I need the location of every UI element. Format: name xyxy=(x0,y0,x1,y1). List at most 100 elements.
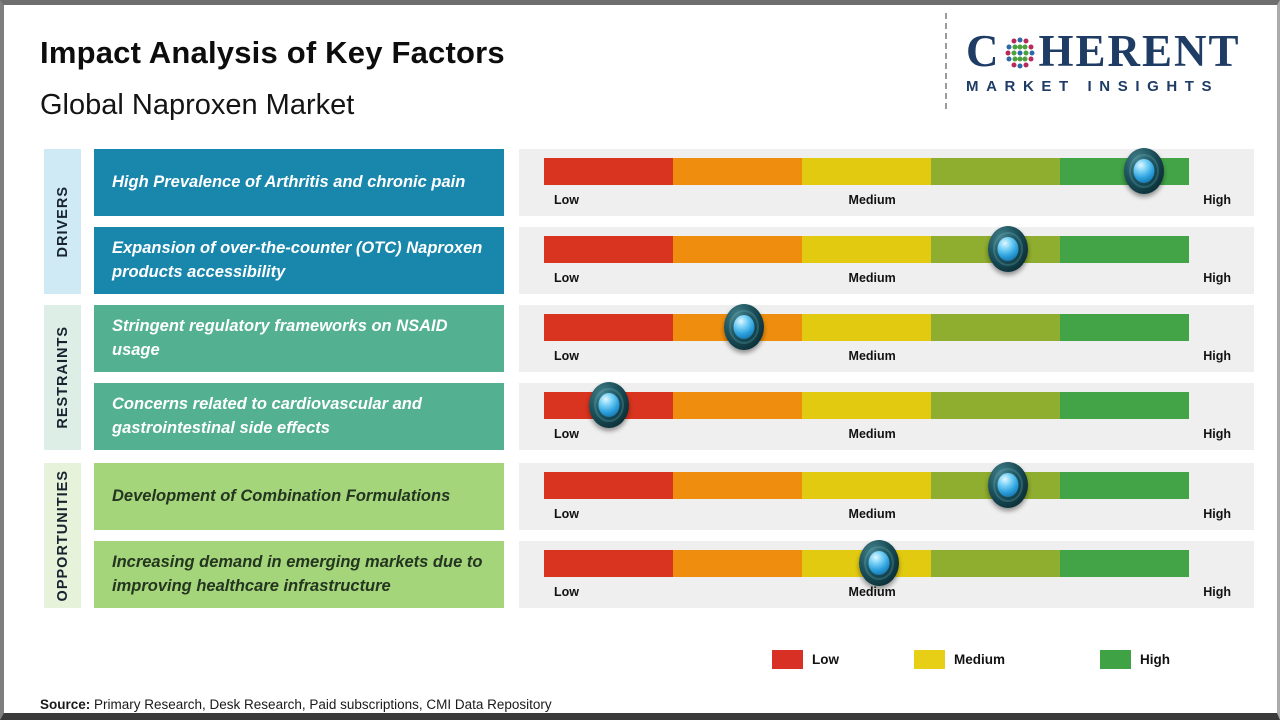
factor-text: Expansion of over-the-counter (OTC) Napr… xyxy=(112,239,483,281)
scale-segment-red xyxy=(544,158,673,185)
scale-segment-olive xyxy=(931,158,1060,185)
scale-segment-olive xyxy=(931,392,1060,419)
scale-segment-green xyxy=(1060,392,1189,419)
factor-text-box: High Prevalence of Arthritis and chronic… xyxy=(94,149,504,216)
globe-dots-icon xyxy=(1005,37,1034,68)
scale-segment-orange xyxy=(673,550,802,577)
impact-scale-panel: Low Medium High xyxy=(519,304,1254,372)
impact-marker-core xyxy=(1133,159,1155,183)
scale-label-medium: Medium xyxy=(848,193,896,207)
scale-segment-green xyxy=(1060,314,1189,341)
scale-segment-orange xyxy=(673,158,802,185)
scale-label-high: High xyxy=(1203,427,1231,441)
factor-row: Stringent regulatory frameworks on NSAID… xyxy=(4,304,1277,372)
scale-label-high: High xyxy=(1203,193,1231,207)
source-line: Source: Primary Research, Desk Research,… xyxy=(40,697,552,712)
scale-label-low: Low xyxy=(554,349,579,363)
factor-text: Increasing demand in emerging markets du… xyxy=(112,553,483,595)
scale-segment-olive xyxy=(931,550,1060,577)
scale-segment-yellow xyxy=(802,158,931,185)
scale-label-high: High xyxy=(1203,349,1231,363)
impact-scale-panel: Low Medium High xyxy=(519,462,1254,530)
impact-scale-bar xyxy=(544,304,1189,350)
category-strip-drivers: DRIVERS xyxy=(44,149,81,294)
logo-letters-rest: HERENT xyxy=(1038,26,1241,76)
legend-swatch-low xyxy=(772,650,803,669)
impact-scale-bar xyxy=(544,462,1189,508)
scale-label-medium: Medium xyxy=(848,585,896,599)
scale-segment-orange xyxy=(673,392,802,419)
scale-label-medium: Medium xyxy=(848,349,896,363)
impact-marker-core xyxy=(997,237,1019,261)
source-label: Source: xyxy=(40,697,91,712)
logo-divider xyxy=(945,13,947,109)
scale-label-low: Low xyxy=(554,507,579,521)
scale-label-low: Low xyxy=(554,193,579,207)
impact-marker xyxy=(1123,148,1164,194)
scale-labels: Low Medium High xyxy=(544,193,1231,210)
impact-scale-panel: Low Medium High xyxy=(519,226,1254,294)
scale-segment-green xyxy=(1060,472,1189,499)
factor-row: High Prevalence of Arthritis and chronic… xyxy=(4,148,1277,216)
scale-segment-red xyxy=(544,314,673,341)
scale-labels: Low Medium High xyxy=(544,507,1231,524)
scale-label-high: High xyxy=(1203,507,1231,521)
scale-segment-orange xyxy=(673,236,802,263)
factor-row: Concerns related to cardiovascular and g… xyxy=(4,382,1277,450)
impact-marker xyxy=(988,462,1029,508)
page-subtitle: Global Naproxen Market xyxy=(40,89,355,121)
scale-label-medium: Medium xyxy=(848,271,896,285)
logo-tagline: MARKET INSIGHTS xyxy=(966,78,1220,95)
impact-marker xyxy=(723,304,764,350)
impact-marker-core xyxy=(997,473,1019,497)
factor-text-box: Expansion of over-the-counter (OTC) Napr… xyxy=(94,227,504,294)
factor-text-box: Concerns related to cardiovascular and g… xyxy=(94,383,504,450)
impact-marker-core xyxy=(598,393,619,417)
page-title: Impact Analysis of Key Factors xyxy=(40,35,505,70)
factor-text: Stringent regulatory frameworks on NSAID… xyxy=(112,317,448,359)
factor-text-box: Development of Combination Formulations xyxy=(94,463,504,530)
factor-text-box: Increasing demand in emerging markets du… xyxy=(94,541,504,608)
impact-marker xyxy=(588,382,629,428)
impact-scale-panel: Low Medium High xyxy=(519,540,1254,608)
factor-row: Development of Combination Formulations … xyxy=(4,462,1277,530)
legend-swatch-medium xyxy=(914,650,945,669)
impact-marker-core xyxy=(733,315,755,339)
impact-scale-panel: Low Medium High xyxy=(519,382,1254,450)
scale-label-low: Low xyxy=(554,585,579,599)
scale-labels: Low Medium High xyxy=(544,271,1231,288)
legend-item-high: High xyxy=(1100,650,1170,669)
scale-segment-orange xyxy=(673,472,802,499)
legend-swatch-high xyxy=(1100,650,1131,669)
company-logo: C HERENT MARKET INSIGHTS xyxy=(966,29,1262,96)
scale-labels: Low Medium High xyxy=(544,427,1231,444)
scale-label-high: High xyxy=(1203,271,1231,285)
scale-label-low: Low xyxy=(554,271,579,285)
impact-marker xyxy=(859,540,900,586)
scale-segment-yellow xyxy=(802,392,931,419)
scale-label-medium: Medium xyxy=(848,427,896,441)
scale-labels: Low Medium High xyxy=(544,585,1231,602)
factor-text: High Prevalence of Arthritis and chronic… xyxy=(112,172,466,191)
logo-wordmark: C HERENT xyxy=(966,29,1262,74)
legend-item-medium: Medium xyxy=(914,650,1005,669)
scale-label-medium: Medium xyxy=(848,507,896,521)
impact-scale-bar xyxy=(544,540,1189,586)
category-strip-restraints: RESTRAINTS xyxy=(44,305,81,450)
legend-label-low: Low xyxy=(812,652,839,667)
category-strip-opportunities: OPPORTUNITIES xyxy=(44,463,81,608)
factor-text-box: Stringent regulatory frameworks on NSAID… xyxy=(94,305,504,372)
scale-label-low: Low xyxy=(554,427,579,441)
scale-label-high: High xyxy=(1203,585,1231,599)
source-text: Primary Research, Desk Research, Paid su… xyxy=(90,697,552,712)
scale-segment-yellow xyxy=(802,472,931,499)
scale-segment-red xyxy=(544,236,673,263)
impact-scale-bar xyxy=(544,382,1189,428)
legend-label-medium: Medium xyxy=(954,652,1006,667)
scale-segment-green xyxy=(1060,236,1189,263)
scale-segment-olive xyxy=(931,314,1060,341)
impact-scale-bar xyxy=(544,148,1189,194)
factor-text: Concerns related to cardiovascular and g… xyxy=(112,395,422,437)
impact-scale-bar xyxy=(544,226,1189,272)
impact-scale-panel: Low Medium High xyxy=(519,148,1254,216)
